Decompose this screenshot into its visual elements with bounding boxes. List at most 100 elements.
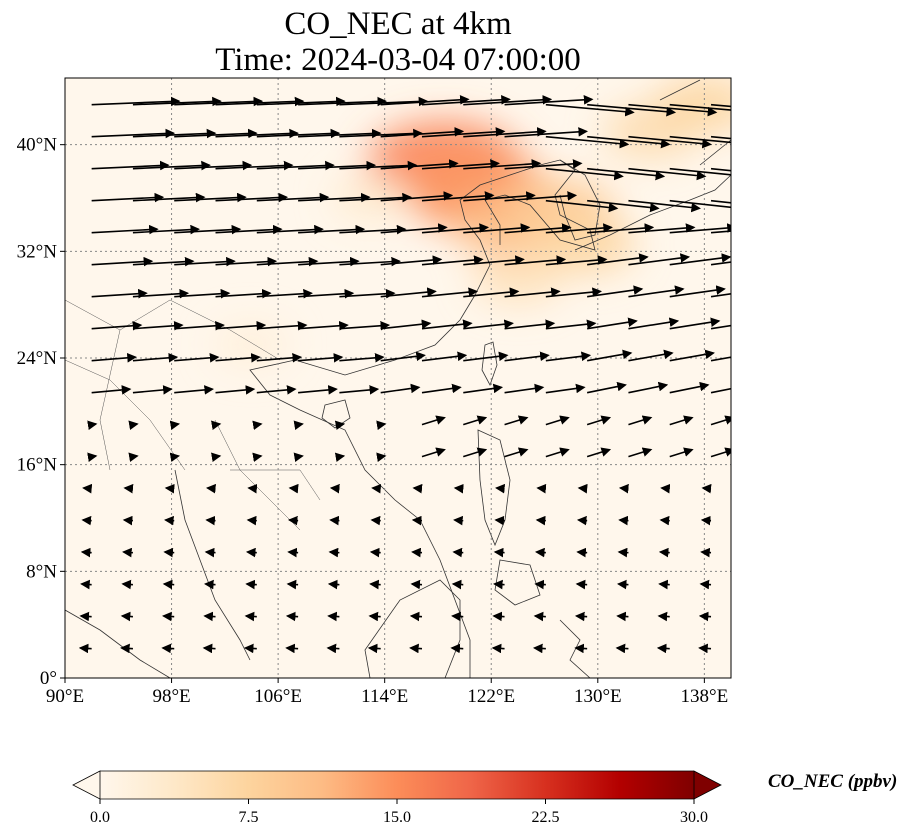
wind-vector-28 [587,135,671,149]
wind-vector-53 [298,192,371,203]
wind-vector-46 [669,167,731,176]
wind-vector-185 [463,447,488,458]
wind-vector-100 [256,288,313,299]
wind-vector-84 [256,256,319,267]
wind-vector-176 [87,452,98,463]
lat-tick-label-4: 32°N [17,241,58,262]
wind-vector-145 [132,385,173,395]
wind-vector-123 [545,319,597,330]
wind-vector-226 [163,547,175,558]
wind-vector-274 [161,643,175,654]
wind-vector-195 [205,483,216,494]
colorbar-tick-label-2: 15.0 [383,809,411,826]
colorbar-ticks: 0.0 7.5 15.0 22.5 30.0 [90,799,708,826]
wind-vector-247 [369,579,381,590]
wind-vector-246 [327,579,340,590]
wind-vector-269 [616,611,629,622]
wind-vector-218 [494,515,505,526]
colorbar-tick-label-0: 0.0 [90,809,110,826]
wind-vector-199 [371,483,382,494]
wind-vector-98 [174,288,231,299]
wind-vector-29 [628,135,712,149]
wind-vector-55 [380,191,454,202]
wind-vector-39 [380,159,459,170]
plume-9 [215,323,288,366]
wind-vector-0 [91,96,181,107]
wind-vector-265 [451,611,464,622]
wind-vector-198 [329,483,340,494]
map-title-line1: CO_NEC at 4km [284,6,512,42]
wind-vector-136 [421,351,468,362]
wind-vector-103 [380,287,437,298]
wind-vector-64 [91,224,159,235]
wind-vector-21 [298,128,382,139]
wind-vector-32 [91,160,170,171]
wind-vector-147 [215,385,256,395]
wind-vector-117 [298,320,349,331]
wind-vector-122 [504,319,556,330]
wind-vector-60 [587,199,660,213]
wind-vector-192 [82,483,93,494]
wind-vector-44 [587,167,666,181]
wind-vector-18 [174,128,258,139]
wind-vector-204 [577,483,588,494]
wind-vector-108 [587,285,644,298]
wind-vector-40 [421,159,500,170]
wind-vector-159 [710,387,731,394]
wind-vector-254 [658,579,670,590]
wind-vector-95 [710,261,731,266]
map-frame [64,77,732,679]
wind-vector-251 [534,579,546,590]
wind-vector-140 [587,349,633,362]
wind-vector-71 [380,223,448,234]
wind-vector-138 [504,351,550,362]
colorbar-tick-label-4: 30.0 [680,809,708,826]
wind-vector-33 [132,160,211,171]
wind-vector-222 [659,515,670,526]
wind-vector-173 [628,415,653,426]
wind-vector-256 [79,611,92,622]
wind-vector-104 [421,287,479,298]
wind-vector-255 [699,579,712,590]
lon-tick-label-5: 130°E [574,686,622,707]
wind-vector-258 [162,611,175,622]
wind-vector-77 [628,223,696,234]
wind-vector-85 [298,256,360,267]
wind-vector-234 [493,547,505,558]
wind-vector-70 [339,224,407,235]
lon-tick-label-6: 138°E [681,686,729,707]
lat-tick-label-3: 24°N [17,348,58,369]
wind-vector-20 [256,128,341,139]
wind-vector-189 [628,447,653,458]
wind-vector-41 [463,159,542,170]
wind-vector-63 [710,199,731,204]
wind-vector-56 [421,191,495,202]
wind-vector-142 [669,349,715,362]
wind-vector-34 [174,160,253,171]
wind-vector-278 [326,643,340,654]
wind-vector-232 [411,547,423,558]
wind-vector-78 [669,223,731,234]
wind-vector-113 [132,320,184,331]
wind-vector-149 [298,385,338,395]
wind-vector-45 [628,167,707,181]
wind-vector-105 [463,287,520,298]
wind-vector-97 [132,288,190,299]
wind-vector-83 [215,256,278,267]
colorbar-label: CO_NEC (ppbv) [768,771,898,792]
wind-vector-25 [463,127,547,138]
wind-vector-72 [421,223,490,234]
wind-vector-121 [463,319,514,330]
wind-vector-206 [660,483,671,494]
wind-vector-61 [628,199,701,213]
wind-vector-282 [491,643,505,654]
wind-vector-207 [701,483,712,494]
wind-vector-162 [169,420,181,431]
coastline-luzon [477,429,511,547]
wind-vector-233 [452,547,464,558]
wind-vector-115 [215,320,267,331]
colorbar-tick-label-3: 22.5 [532,809,560,826]
wind-vector-112 [91,320,143,331]
colorbar-extend-low [72,770,101,800]
lon-tick-label-3: 114°E [361,686,408,707]
